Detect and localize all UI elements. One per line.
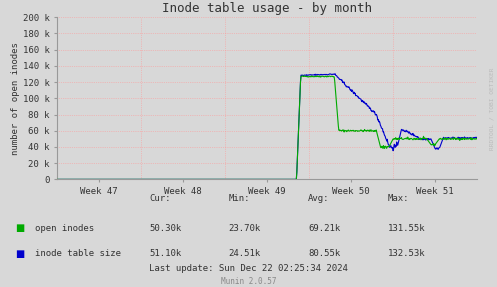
- Text: ■: ■: [15, 223, 24, 233]
- Text: 23.70k: 23.70k: [229, 224, 261, 233]
- Text: ■: ■: [15, 249, 24, 259]
- Text: 69.21k: 69.21k: [308, 224, 340, 233]
- Y-axis label: number of open inodes: number of open inodes: [11, 42, 20, 155]
- Text: 80.55k: 80.55k: [308, 249, 340, 259]
- Text: 51.10k: 51.10k: [149, 249, 181, 259]
- Text: Avg:: Avg:: [308, 194, 330, 203]
- Text: 50.30k: 50.30k: [149, 224, 181, 233]
- Text: Munin 2.0.57: Munin 2.0.57: [221, 277, 276, 286]
- Text: Min:: Min:: [229, 194, 250, 203]
- Text: Last update: Sun Dec 22 02:25:34 2024: Last update: Sun Dec 22 02:25:34 2024: [149, 264, 348, 273]
- Text: RRDTOOL / TOBI OETIKER: RRDTOOL / TOBI OETIKER: [490, 68, 495, 150]
- Text: open inodes: open inodes: [35, 224, 94, 233]
- Text: Cur:: Cur:: [149, 194, 170, 203]
- Text: 131.55k: 131.55k: [388, 224, 425, 233]
- Text: 24.51k: 24.51k: [229, 249, 261, 259]
- Text: inode table size: inode table size: [35, 249, 121, 259]
- Text: 132.53k: 132.53k: [388, 249, 425, 259]
- Title: Inode table usage - by month: Inode table usage - by month: [162, 2, 372, 15]
- Text: Max:: Max:: [388, 194, 409, 203]
